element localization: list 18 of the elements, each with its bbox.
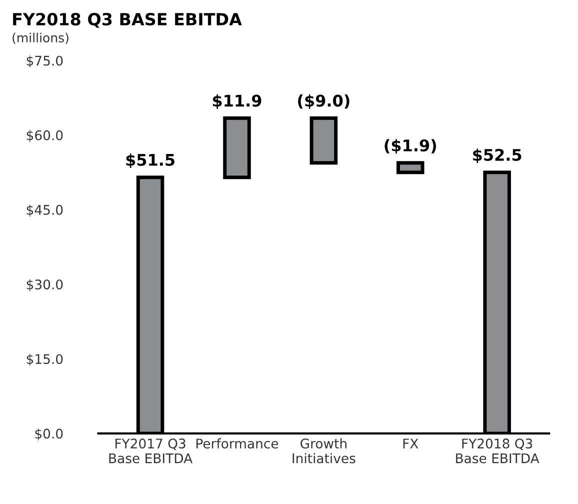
y-tick-label: $15.0 xyxy=(26,354,63,366)
x-tick-label: Performance xyxy=(196,438,278,449)
x-tick-label: FX xyxy=(403,438,418,448)
data-label: ($1.9) xyxy=(384,139,436,154)
x-tick-label: FY2017 Q3 Base EBITDA xyxy=(109,438,192,464)
y-tick-label: $0.0 xyxy=(35,428,63,440)
x-tick-label: FY2018 Q3 Base EBITDA xyxy=(456,438,540,464)
chart-subtitle: (millions) xyxy=(12,32,68,44)
y-tick-label: $60.0 xyxy=(26,130,63,142)
y-tick-label: $45.0 xyxy=(26,204,63,217)
y-tick-label: $75.0 xyxy=(26,55,63,68)
data-label: $11.9 xyxy=(212,94,262,109)
y-tick-label: $30.0 xyxy=(26,279,63,292)
data-label: $52.5 xyxy=(473,148,522,164)
data-label: $51.5 xyxy=(126,154,174,168)
data-label: ($9.0) xyxy=(298,94,350,109)
chart-title: FY2018 Q3 BASE EBITDA xyxy=(13,12,242,28)
x-tick-label: Growth Initiatives xyxy=(292,438,356,464)
